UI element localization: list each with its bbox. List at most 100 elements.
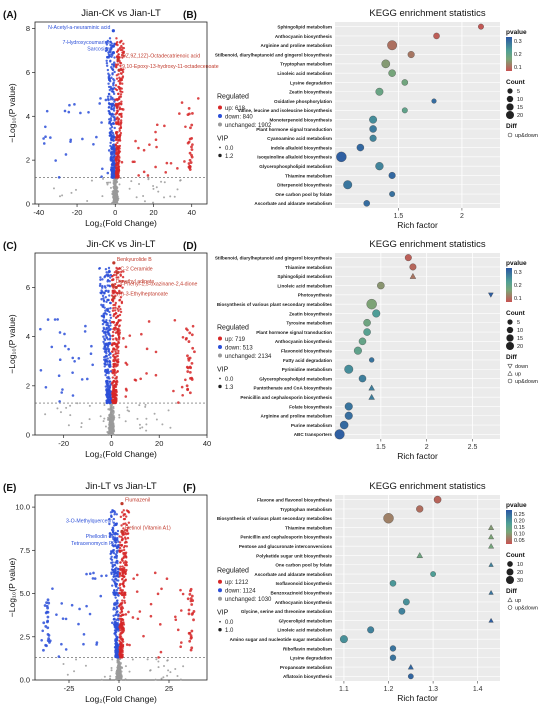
point-down xyxy=(107,388,110,392)
point-down xyxy=(91,363,94,367)
point-down xyxy=(114,544,117,548)
annotation-label: 3-O-Methylquercetin xyxy=(66,518,113,524)
point-unchanged xyxy=(155,186,158,189)
point-up xyxy=(120,291,123,295)
annotation-label: Benkyurolide B xyxy=(117,257,152,263)
point-unchanged xyxy=(128,410,131,413)
count-swatch xyxy=(506,326,514,334)
y-tick-label: 2 xyxy=(26,381,30,390)
diff-swatch xyxy=(507,378,513,384)
point-down xyxy=(61,388,64,391)
category-label: Pyrimidine metabolism xyxy=(282,367,332,372)
point-down xyxy=(91,577,95,580)
point-down xyxy=(106,55,109,59)
annotation: C-2 Ceramide xyxy=(115,267,153,275)
point-up xyxy=(118,535,121,538)
point-up xyxy=(118,324,121,327)
point-up xyxy=(120,100,123,103)
point-down xyxy=(102,319,105,322)
point-up xyxy=(121,606,125,610)
point-up xyxy=(113,373,116,377)
point-unchanged xyxy=(58,195,61,198)
point-up xyxy=(120,270,123,274)
point-unchanged xyxy=(112,195,115,198)
enrichment-point xyxy=(377,281,385,290)
point-down xyxy=(108,535,112,538)
enrichment-point xyxy=(363,328,371,336)
pvalue-legend-title: pvalue xyxy=(506,502,527,509)
point-down xyxy=(109,397,112,401)
point-unchanged xyxy=(86,199,89,202)
point-unchanged xyxy=(111,658,114,661)
point-down xyxy=(109,356,112,359)
point-unchanged xyxy=(113,433,116,436)
plot-background xyxy=(335,22,500,208)
annotation: Retinol (Vitamin A1) xyxy=(120,525,171,533)
point-up xyxy=(122,42,125,45)
point-up xyxy=(111,344,114,347)
point-up xyxy=(124,522,127,525)
x-tick-label: 0 xyxy=(109,439,113,448)
point-down xyxy=(109,144,112,148)
point-up xyxy=(112,358,115,361)
y-tick-label: 0 xyxy=(26,200,30,209)
category-label: Folate biosynthesis xyxy=(289,404,332,409)
diff-swatch xyxy=(507,597,513,603)
x-tick-label: 1.5 xyxy=(394,213,404,220)
point-up xyxy=(120,524,123,527)
point-unchanged xyxy=(61,194,64,197)
category-label: Fatty acid degradation xyxy=(283,358,332,363)
point-up xyxy=(189,366,193,370)
point-down xyxy=(71,356,75,360)
point-down xyxy=(101,278,104,281)
point-unchanged xyxy=(144,405,147,408)
point-up xyxy=(121,644,125,648)
point-unchanged xyxy=(117,197,120,200)
point-down xyxy=(105,371,109,374)
point-up xyxy=(154,373,158,377)
annotated-point xyxy=(112,261,116,265)
enrichment-point xyxy=(407,664,414,670)
point-down xyxy=(109,390,112,393)
point-up xyxy=(157,656,160,659)
point-down xyxy=(93,577,97,580)
vip-swatch xyxy=(219,377,221,380)
annotation: N-Acetyl-a-neuraminic acid xyxy=(48,25,115,33)
enrichment-point xyxy=(430,571,436,577)
point-down xyxy=(108,386,111,389)
point-down xyxy=(104,296,108,299)
point-up xyxy=(190,333,194,337)
point-unchanged xyxy=(114,191,117,194)
point-down xyxy=(116,601,119,605)
point-down xyxy=(111,159,114,163)
point-down xyxy=(45,109,49,113)
point-down xyxy=(108,338,112,341)
point-unchanged xyxy=(128,670,131,673)
annotated-point xyxy=(113,538,117,542)
point-down xyxy=(109,66,113,69)
point-unchanged xyxy=(124,665,127,668)
point-down xyxy=(99,97,102,100)
point-up xyxy=(124,395,128,398)
category-label: Arginine and proline metabolism xyxy=(261,414,332,419)
point-down xyxy=(110,168,114,172)
point-down xyxy=(106,379,109,383)
point-up xyxy=(190,361,194,365)
category-label: Sphingolipid metabolism xyxy=(277,274,332,279)
y-tick-label: 6 xyxy=(26,68,30,77)
chart-title: Jian-CK vs Jian-LT xyxy=(81,8,161,19)
point-down xyxy=(108,78,111,82)
point-down xyxy=(84,324,87,328)
category-label: Zeatin biosynthesis xyxy=(289,311,332,316)
point-up xyxy=(147,320,151,323)
point-down xyxy=(115,513,118,516)
point-down xyxy=(44,385,48,389)
x-tick-label: 1.3 xyxy=(428,686,438,693)
point-up xyxy=(187,162,191,165)
point-down xyxy=(100,314,104,318)
point-down xyxy=(107,333,110,336)
point-down xyxy=(105,46,108,50)
point-unchanged xyxy=(118,183,121,186)
point-up xyxy=(121,565,124,568)
point-up xyxy=(120,629,124,632)
